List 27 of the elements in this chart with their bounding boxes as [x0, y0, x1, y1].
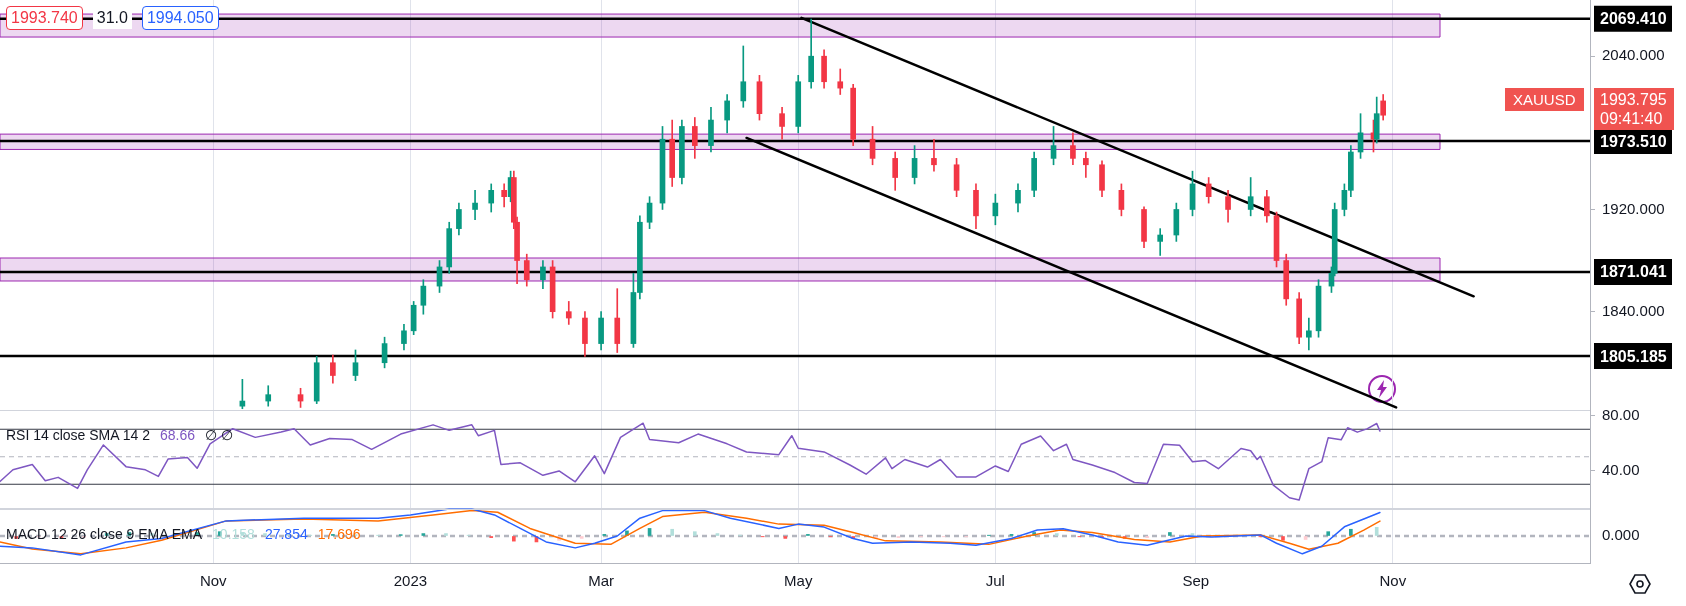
x-tick-label: Mar: [588, 572, 615, 590]
ref-line-label: 2069.410: [1600, 10, 1667, 28]
ref-line-label: 1973.510: [1600, 132, 1667, 150]
y-tick-label: 80.00: [1602, 405, 1640, 423]
x-tick-label: May: [784, 572, 813, 590]
ref-line-label: 1871.041: [1600, 263, 1667, 281]
y-tick-label: 2040.000: [1602, 46, 1665, 64]
annotation: XAUUSD: [1505, 88, 1584, 112]
annotation: 17.696: [317, 526, 361, 542]
annotation: RSI 14 close SMA 14 2: [6, 427, 150, 443]
ref-line-label: 1805.185: [1600, 347, 1667, 365]
x-tick-label: Sep: [1182, 572, 1210, 590]
annotation: 1993.740: [6, 6, 83, 30]
annotation: 1994.050: [141, 6, 219, 30]
x-tick-label: Nov: [199, 572, 228, 590]
x-tick-label: Nov: [1379, 572, 1407, 590]
y-tick-label: 1920.000: [1602, 199, 1665, 217]
y-tick-label: 40.00: [1602, 460, 1640, 478]
y-tick-label: 1840.000: [1602, 301, 1665, 319]
x-tick-label: Jul: [985, 572, 1005, 590]
text: 1993.795: [1600, 90, 1668, 110]
annotation: 31.0: [92, 7, 132, 29]
x-tick-label: 2023: [393, 572, 428, 590]
ref-line-label: 0.000: [1602, 526, 1640, 544]
annotation: 68.66: [159, 427, 196, 443]
annotation: 27.854: [264, 526, 308, 542]
text: 09:41:40: [1600, 109, 1664, 129]
